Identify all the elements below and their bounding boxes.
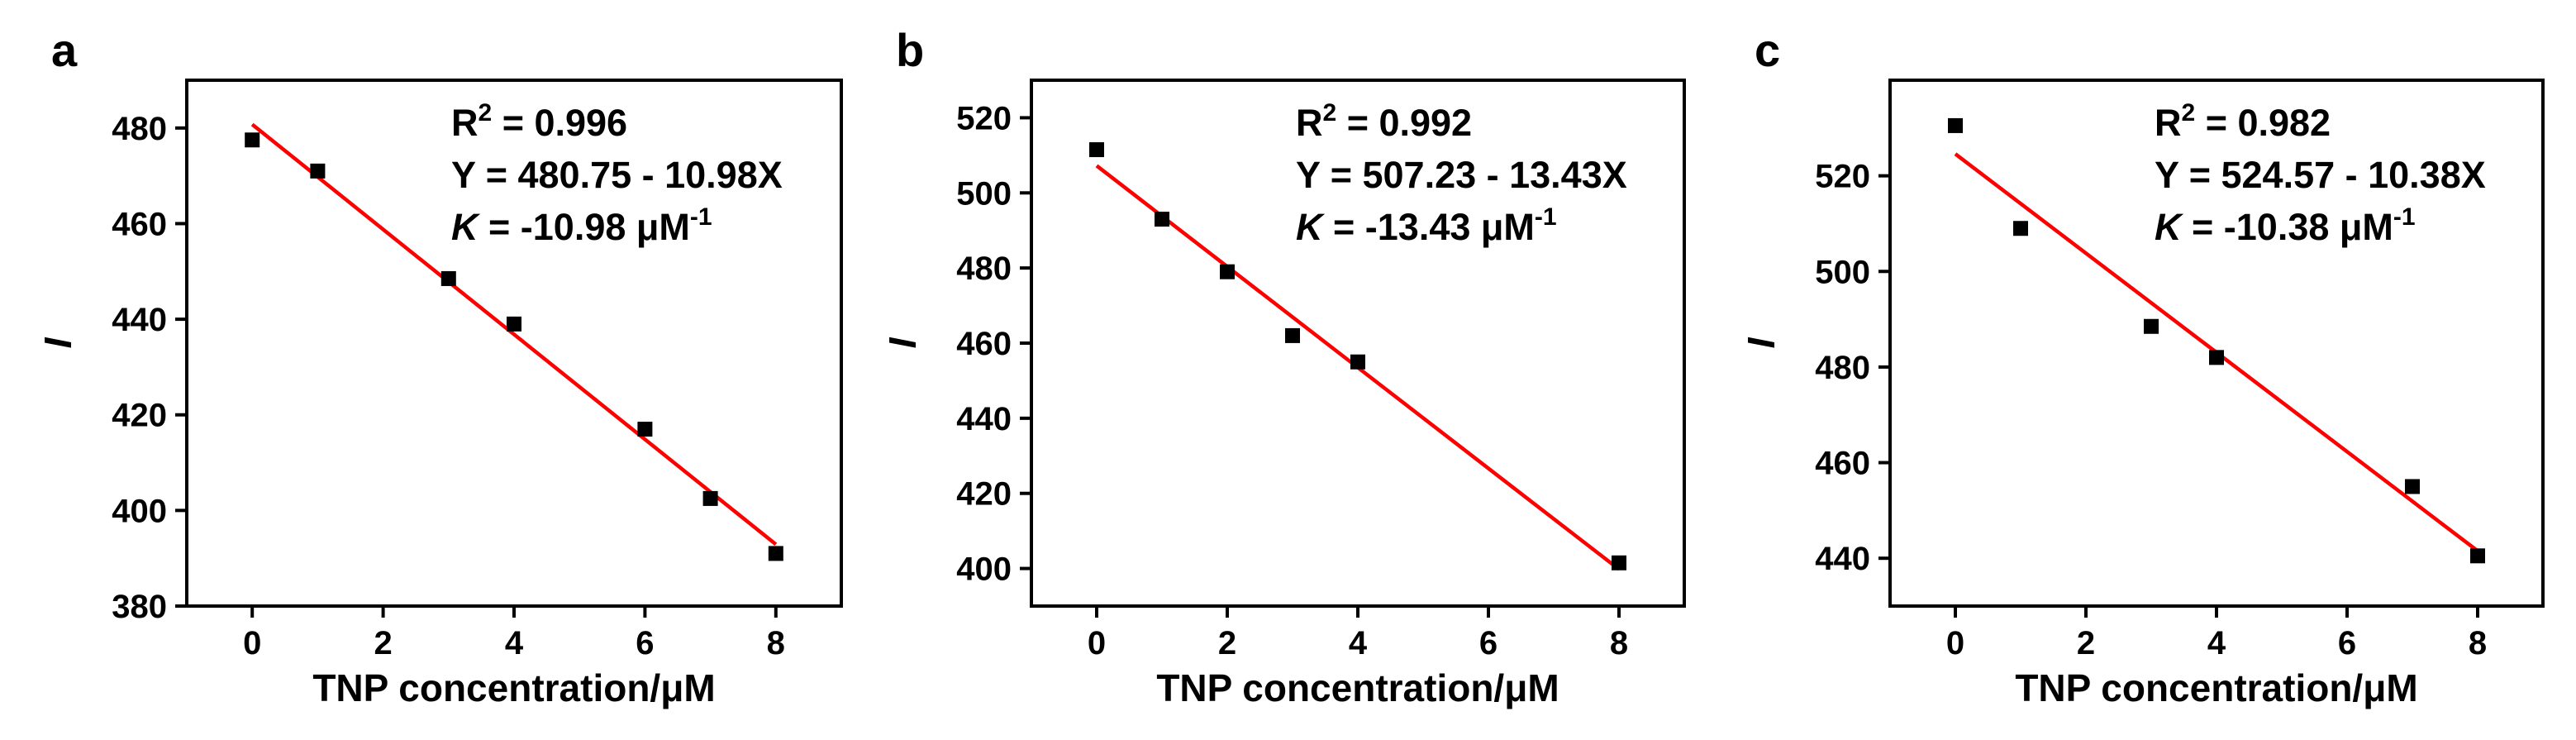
y-tick-label: 420: [112, 398, 167, 434]
x-tick-label: 0: [1946, 625, 1964, 661]
x-tick-label: 0: [1088, 625, 1106, 661]
y-tick-label: 520: [956, 100, 1012, 136]
x-tick-label: 8: [767, 625, 785, 661]
x-tick-label: 8: [2469, 625, 2487, 661]
data-point: [1612, 555, 1626, 571]
x-tick-label: 4: [2207, 625, 2226, 661]
data-point: [1155, 212, 1169, 227]
y-tick-label: 460: [956, 326, 1012, 362]
x-tick-label: 2: [2077, 625, 2095, 661]
data-point: [2013, 221, 2028, 236]
chart-panel-a: a 380 400 420 440 460 480 0 2 4 6 8 TNP concentratio…: [36, 24, 843, 709]
fit-line: [250, 122, 778, 547]
data-point: [1089, 142, 1104, 158]
data-point: [1220, 264, 1235, 279]
y-tick-label: 480: [1815, 350, 1870, 386]
x-axis-title: TNP concentration/μM: [312, 666, 715, 709]
y-tick-label: 380: [112, 589, 167, 625]
data-point: [2209, 350, 2224, 365]
data-point: [1350, 354, 1365, 370]
equation-annotation: Y = 524.57 - 10.38X: [2155, 154, 2486, 196]
y-axis-title: I: [1740, 337, 1783, 348]
y-tick-label: 400: [956, 551, 1012, 588]
y-tick-label: 500: [956, 175, 1012, 212]
y-tick-label: 400: [112, 493, 167, 529]
data-point: [310, 163, 326, 179]
x-tick-label: 4: [505, 625, 524, 661]
y-tick-label: 440: [1815, 541, 1870, 577]
data-point: [637, 422, 653, 437]
x-tick-label: 8: [1610, 625, 1628, 661]
y-axis-title: I: [881, 337, 924, 348]
y-tick-label: 480: [112, 111, 167, 147]
panel-letter: a: [51, 24, 78, 76]
data-point: [245, 132, 260, 148]
y-tick-label: 440: [112, 302, 167, 338]
equation-annotation: Y = 507.23 - 13.43X: [1296, 154, 1627, 196]
data-point: [768, 546, 783, 561]
chart-panel-b: b 400 420 440 460 480 500 520 0 2 4 6 8 TNP concentra…: [881, 24, 1686, 709]
data-point: [2144, 318, 2159, 334]
r-squared-annotation: R2 = 0.996: [451, 99, 627, 144]
data-point: [2405, 479, 2420, 494]
y-tick-label: 420: [956, 476, 1012, 513]
data-point: [440, 270, 456, 286]
k-annotation: K = -13.43 μM-1: [1296, 203, 1557, 248]
k-annotation: K = -10.38 μM-1: [2155, 203, 2416, 248]
data-point: [1285, 327, 1300, 343]
x-tick-label: 0: [243, 625, 261, 661]
k-annotation: K = -10.98 μM-1: [451, 203, 712, 248]
y-tick-label: 480: [956, 251, 1012, 287]
y-tick-label: 460: [112, 206, 167, 242]
data-point: [507, 316, 521, 332]
r-squared-annotation: R2 = 0.992: [1296, 99, 1472, 144]
y-tick-label: 520: [1815, 159, 1870, 195]
panel-letter: c: [1755, 24, 1780, 76]
x-tick-label: 2: [1218, 625, 1236, 661]
y-axis-title: I: [36, 337, 79, 348]
x-axis-title: TNP concentration/μM: [1156, 666, 1559, 709]
chart-panel-c: c 440 460 480 500 520 0 2 4 6 8 TNP concentration/μ…: [1740, 24, 2545, 709]
x-tick-label: 4: [1349, 625, 1368, 661]
panel-letter: b: [896, 24, 924, 76]
x-tick-label: 6: [636, 625, 654, 661]
data-point: [702, 490, 718, 506]
x-tick-label: 6: [2338, 625, 2356, 661]
x-tick-label: 6: [1479, 625, 1498, 661]
y-tick-label: 440: [956, 401, 1012, 437]
y-tick-label: 500: [1815, 254, 1870, 290]
data-point: [1948, 117, 1963, 133]
data-point: [2470, 548, 2485, 564]
x-tick-label: 2: [374, 625, 392, 661]
r-squared-annotation: R2 = 0.982: [2155, 99, 2331, 144]
equation-annotation: Y = 480.75 - 10.98X: [451, 154, 783, 196]
y-tick-label: 460: [1815, 446, 1870, 482]
x-axis-title: TNP concentration/μM: [2015, 666, 2417, 709]
